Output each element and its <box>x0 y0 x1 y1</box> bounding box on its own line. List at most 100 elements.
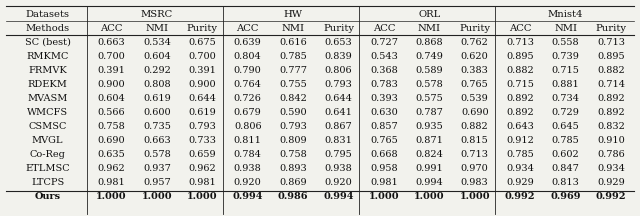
Text: CSMSC: CSMSC <box>28 122 67 131</box>
Text: 0.653: 0.653 <box>324 38 353 47</box>
Text: 0.793: 0.793 <box>188 122 216 131</box>
Text: 0.962: 0.962 <box>98 164 125 173</box>
Text: NMI: NMI <box>145 24 168 33</box>
Text: 0.804: 0.804 <box>234 52 262 61</box>
Text: 0.824: 0.824 <box>415 150 444 159</box>
Text: WMCFS: WMCFS <box>27 108 68 117</box>
Text: 0.630: 0.630 <box>370 108 398 117</box>
Text: 0.813: 0.813 <box>552 178 579 187</box>
Text: 0.391: 0.391 <box>188 66 216 75</box>
Text: 0.735: 0.735 <box>143 122 171 131</box>
Text: 0.700: 0.700 <box>188 52 216 61</box>
Text: Purity: Purity <box>460 24 490 33</box>
Text: 0.786: 0.786 <box>597 150 625 159</box>
Text: 0.645: 0.645 <box>552 122 579 131</box>
Text: 0.893: 0.893 <box>279 164 307 173</box>
Text: 0.920: 0.920 <box>324 178 353 187</box>
Text: 0.808: 0.808 <box>143 80 171 89</box>
Text: 0.558: 0.558 <box>552 38 579 47</box>
Text: 0.690: 0.690 <box>461 108 488 117</box>
Text: 0.643: 0.643 <box>506 122 534 131</box>
Text: 0.847: 0.847 <box>552 164 579 173</box>
Text: 1.000: 1.000 <box>96 192 127 201</box>
Text: Ours: Ours <box>35 192 61 201</box>
Text: 0.675: 0.675 <box>188 38 216 47</box>
Text: 0.895: 0.895 <box>506 52 534 61</box>
Text: 0.758: 0.758 <box>279 150 307 159</box>
Text: 0.910: 0.910 <box>597 136 625 145</box>
Text: 0.589: 0.589 <box>415 66 443 75</box>
Text: 0.659: 0.659 <box>189 150 216 159</box>
Text: ORL: ORL <box>418 10 440 19</box>
Text: 0.934: 0.934 <box>597 164 625 173</box>
Text: 0.892: 0.892 <box>506 108 534 117</box>
Text: 0.755: 0.755 <box>279 80 307 89</box>
Text: 1.000: 1.000 <box>369 192 399 201</box>
Text: MSRC: MSRC <box>141 10 173 19</box>
Text: 0.938: 0.938 <box>324 164 353 173</box>
Text: 0.957: 0.957 <box>143 178 171 187</box>
Text: 0.644: 0.644 <box>188 94 216 103</box>
Text: 0.809: 0.809 <box>279 136 307 145</box>
Text: 0.635: 0.635 <box>98 150 125 159</box>
Text: ETLMSC: ETLMSC <box>26 164 70 173</box>
Text: 0.983: 0.983 <box>461 178 488 187</box>
Text: 0.785: 0.785 <box>506 150 534 159</box>
Text: 0.994: 0.994 <box>323 192 354 201</box>
Text: Purity: Purity <box>595 24 627 33</box>
Text: 0.900: 0.900 <box>98 80 125 89</box>
Text: 0.604: 0.604 <box>143 52 171 61</box>
Text: 0.795: 0.795 <box>324 150 353 159</box>
Text: 0.616: 0.616 <box>279 38 307 47</box>
Text: 0.668: 0.668 <box>370 150 397 159</box>
Text: 0.734: 0.734 <box>552 94 579 103</box>
Text: 0.619: 0.619 <box>143 94 171 103</box>
Text: 0.806: 0.806 <box>324 66 353 75</box>
Text: 0.958: 0.958 <box>370 164 397 173</box>
Text: 0.602: 0.602 <box>552 150 579 159</box>
Text: 0.992: 0.992 <box>596 192 626 201</box>
Text: ACC: ACC <box>100 24 123 33</box>
Text: 0.714: 0.714 <box>597 80 625 89</box>
Text: NMI: NMI <box>418 24 441 33</box>
Text: 0.981: 0.981 <box>370 178 398 187</box>
Text: 0.641: 0.641 <box>324 108 353 117</box>
Text: 0.929: 0.929 <box>506 178 534 187</box>
Text: 0.739: 0.739 <box>552 52 579 61</box>
Text: ACC: ACC <box>509 24 531 33</box>
Text: 0.644: 0.644 <box>324 94 353 103</box>
Text: 0.749: 0.749 <box>415 52 444 61</box>
Text: 0.937: 0.937 <box>143 164 171 173</box>
Text: 0.815: 0.815 <box>461 136 488 145</box>
Text: 0.962: 0.962 <box>188 164 216 173</box>
Text: 0.764: 0.764 <box>234 80 262 89</box>
Text: ACC: ACC <box>372 24 395 33</box>
Text: MVASM: MVASM <box>28 94 68 103</box>
Text: 0.619: 0.619 <box>188 108 216 117</box>
Text: 1.000: 1.000 <box>187 192 218 201</box>
Text: MVGL: MVGL <box>32 136 63 145</box>
Text: 0.970: 0.970 <box>461 164 488 173</box>
Text: HW: HW <box>284 10 303 19</box>
Text: RMKMC: RMKMC <box>26 52 69 61</box>
Text: 0.391: 0.391 <box>97 66 125 75</box>
Text: 0.785: 0.785 <box>552 136 579 145</box>
Text: LTCPS: LTCPS <box>31 178 64 187</box>
Text: 0.981: 0.981 <box>98 178 125 187</box>
Text: 0.715: 0.715 <box>506 80 534 89</box>
Text: 0.900: 0.900 <box>189 80 216 89</box>
Text: 0.726: 0.726 <box>234 94 262 103</box>
Text: 0.934: 0.934 <box>506 164 534 173</box>
Text: 0.539: 0.539 <box>461 94 488 103</box>
Text: 0.729: 0.729 <box>552 108 579 117</box>
Text: 0.578: 0.578 <box>143 150 171 159</box>
Text: 0.758: 0.758 <box>98 122 125 131</box>
Text: 0.839: 0.839 <box>324 52 353 61</box>
Text: 0.981: 0.981 <box>188 178 216 187</box>
Text: 0.994: 0.994 <box>232 192 263 201</box>
Text: NMI: NMI <box>554 24 577 33</box>
Text: Purity: Purity <box>187 24 218 33</box>
Text: 0.938: 0.938 <box>234 164 262 173</box>
Text: 0.935: 0.935 <box>415 122 443 131</box>
Text: 0.912: 0.912 <box>506 136 534 145</box>
